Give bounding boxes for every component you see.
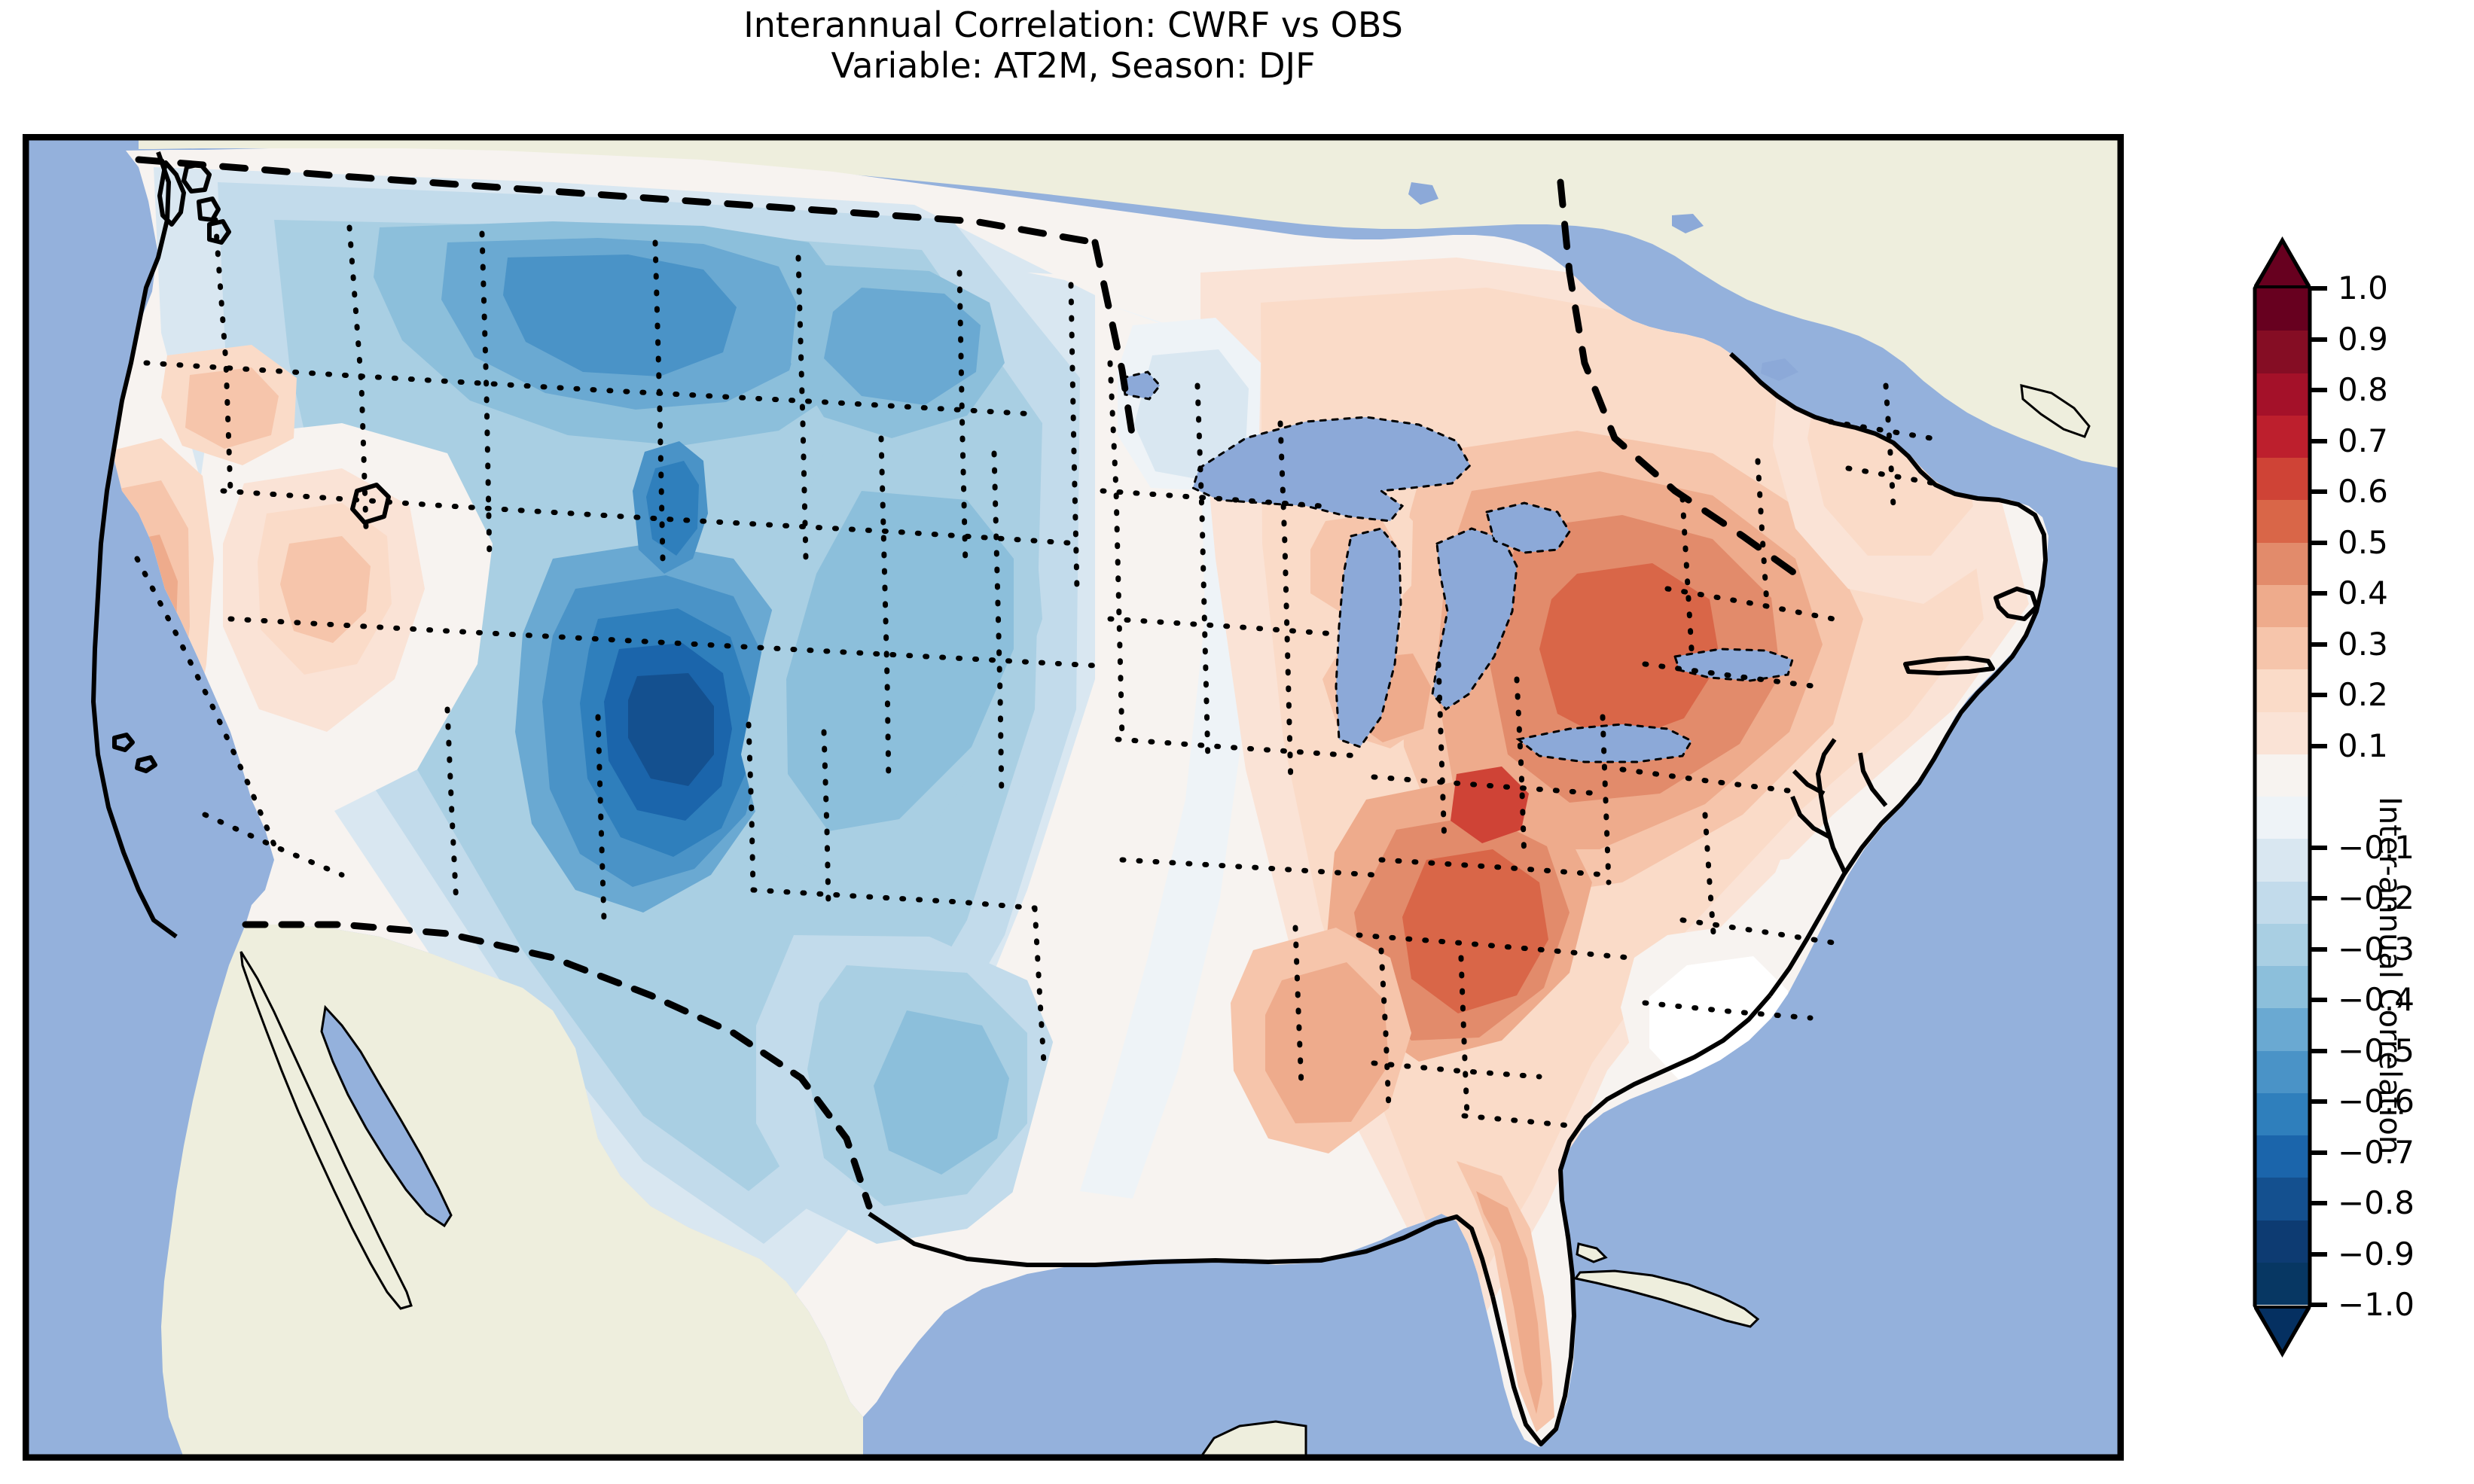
tick-label: −0.9 bbox=[2338, 1235, 2415, 1272]
tick-label: −1.0 bbox=[2338, 1286, 2415, 1323]
colorbar-outline bbox=[2253, 236, 2312, 1358]
tick-label: 0.5 bbox=[2338, 523, 2388, 561]
tick-mark bbox=[2311, 743, 2327, 748]
cuba-landmass bbox=[1573, 1269, 1760, 1328]
colorbar-band-17 bbox=[2254, 1008, 2311, 1051]
baja-california bbox=[239, 951, 413, 1310]
colorbar-band-7 bbox=[2254, 584, 2311, 627]
tick-label: 0.9 bbox=[2338, 320, 2388, 358]
tick-mark bbox=[2311, 438, 2327, 443]
tick-mark bbox=[2311, 489, 2327, 494]
tick-mark bbox=[2311, 1099, 2327, 1104]
tick-mark bbox=[2311, 896, 2327, 900]
yucatan-landmass bbox=[1199, 1420, 1307, 1458]
bahamas-island-2 bbox=[1576, 1242, 1608, 1263]
colorbar-band-9 bbox=[2254, 669, 2311, 712]
foreign-land-layer bbox=[139, 137, 2121, 1458]
colorbar-band-14 bbox=[2254, 881, 2311, 924]
colorbar-band-18 bbox=[2254, 1050, 2311, 1093]
colorbar-band-20 bbox=[2254, 1135, 2311, 1178]
lake-ontario bbox=[1673, 648, 1794, 682]
tick-label: −0.1 bbox=[2338, 828, 2415, 866]
tick-mark bbox=[2311, 946, 2327, 952]
colorbar-band-2 bbox=[2254, 373, 2311, 416]
colorbar-ticks: 1.0 0.9 0.8 0.7 0.6 0.5 0.4 0.3 0.2 0.1 −0.1 −0.2 −0… bbox=[2311, 239, 2469, 1355]
tick-mark bbox=[2311, 998, 2327, 1002]
title-line-1: Interannual Correlation: CWRF vs OBS bbox=[743, 5, 1403, 45]
colorbar-band-15 bbox=[2254, 923, 2311, 966]
colorbar-band-13 bbox=[2254, 839, 2311, 882]
colorbar-axis-label: Inter-annual Correlation bbox=[2372, 797, 2407, 1155]
tick-label: −0.4 bbox=[2338, 981, 2415, 1018]
tick-label: 0.6 bbox=[2338, 473, 2388, 510]
colorbar-band-8 bbox=[2254, 627, 2311, 670]
tick-mark bbox=[2311, 1048, 2327, 1053]
tick-label: 0.7 bbox=[2338, 422, 2388, 459]
georgian-bay bbox=[1485, 501, 1571, 554]
colorbar-band-21 bbox=[2254, 1178, 2311, 1220]
map-frame bbox=[26, 137, 2121, 1458]
tick-label: 0.1 bbox=[2338, 727, 2388, 764]
lake-michigan bbox=[1335, 527, 1402, 748]
canada-landmass bbox=[139, 137, 2121, 468]
tick-label: −0.2 bbox=[2338, 879, 2415, 916]
tick-label: 0.2 bbox=[2338, 676, 2388, 713]
colorbar-band-5 bbox=[2254, 500, 2311, 543]
lake-canada-4 bbox=[1408, 182, 1438, 205]
colorbar-band-11 bbox=[2254, 754, 2311, 797]
colorbar-band-0 bbox=[2254, 288, 2311, 331]
title-line-2: Variable: AT2M, Season: DJF bbox=[831, 45, 1316, 86]
colorbar[interactable] bbox=[2253, 236, 2312, 1358]
tick-mark bbox=[2311, 591, 2327, 596]
tick-label: 0.8 bbox=[2338, 371, 2388, 408]
colorbar-band-6 bbox=[2254, 542, 2311, 585]
tick-mark bbox=[2311, 1251, 2327, 1257]
colorbar-band-1 bbox=[2254, 331, 2311, 373]
lake-canada-8 bbox=[1672, 214, 1704, 233]
map-axes[interactable] bbox=[23, 134, 2124, 1461]
tick-label: −0.7 bbox=[2338, 1133, 2415, 1171]
tick-label: −0.8 bbox=[2338, 1184, 2415, 1221]
tick-mark bbox=[2311, 1150, 2327, 1155]
colorbar-band-12 bbox=[2254, 797, 2311, 840]
state-borders-layer bbox=[134, 156, 1946, 1210]
map-svg bbox=[26, 137, 2121, 1458]
tick-mark bbox=[2311, 641, 2327, 647]
colorbar-band-22 bbox=[2254, 1220, 2311, 1263]
colorbar-gradient bbox=[2254, 288, 2311, 1305]
coastline-layer bbox=[91, 151, 2048, 1446]
lake-canada-11 bbox=[1761, 358, 1798, 381]
tick-mark bbox=[2311, 693, 2327, 697]
tick-mark bbox=[2311, 540, 2327, 545]
colorbar-band-16 bbox=[2254, 966, 2311, 1009]
tick-mark bbox=[2311, 388, 2327, 392]
tick-mark bbox=[2311, 1303, 2327, 1307]
colorbar-band-4 bbox=[2254, 458, 2311, 501]
colorbar-band-23 bbox=[2254, 1262, 2311, 1305]
tick-mark bbox=[2311, 286, 2327, 291]
colorbar-band-19 bbox=[2254, 1092, 2311, 1135]
tick-label: 1.0 bbox=[2338, 270, 2388, 306]
figure-title: Interannual Correlation: CWRF vs OBS Var… bbox=[0, 5, 2146, 86]
colorbar-band-10 bbox=[2254, 712, 2311, 754]
nova-scotia bbox=[2020, 384, 2091, 438]
great-lakes-layer bbox=[1121, 370, 1794, 763]
tick-label: 0.4 bbox=[2338, 574, 2388, 611]
tick-label: −0.3 bbox=[2338, 930, 2415, 967]
tick-label: −0.5 bbox=[2338, 1031, 2415, 1069]
lake-erie bbox=[1515, 723, 1694, 763]
tick-mark bbox=[2311, 337, 2327, 342]
tick-label: −0.6 bbox=[2338, 1083, 2415, 1120]
lake-huron bbox=[1431, 527, 1518, 711]
colorbar-band-3 bbox=[2254, 415, 2311, 458]
tick-label: 0.3 bbox=[2338, 625, 2388, 663]
tick-mark bbox=[2311, 845, 2327, 850]
gulf-of-california bbox=[320, 1004, 453, 1228]
tick-mark bbox=[2311, 1201, 2327, 1205]
